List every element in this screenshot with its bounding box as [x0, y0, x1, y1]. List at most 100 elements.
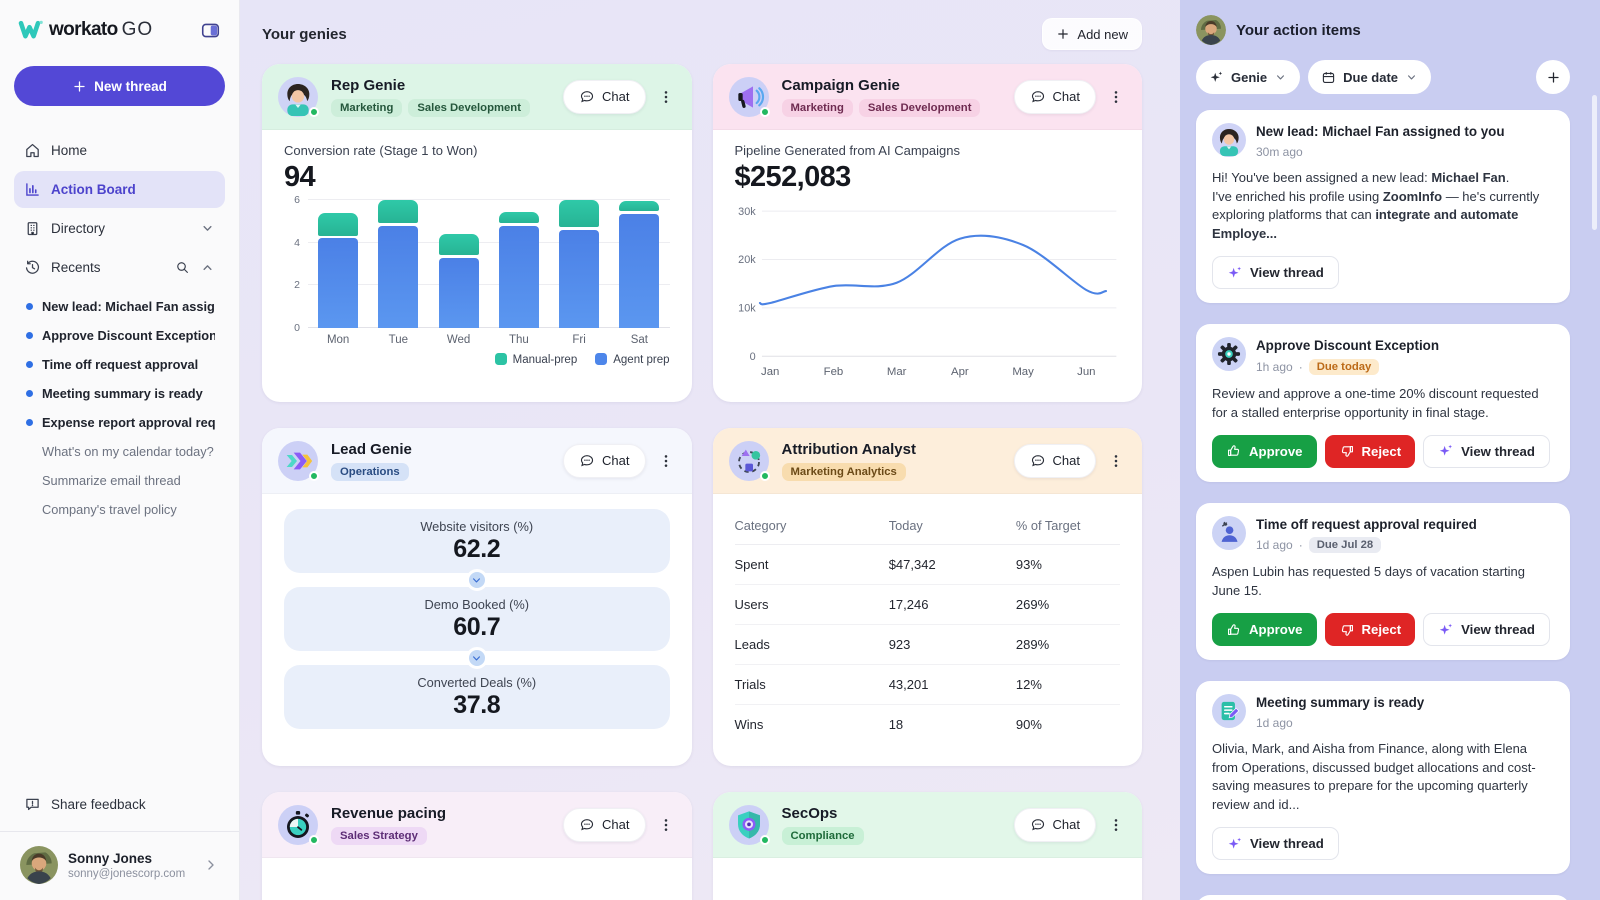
action-item-body: Hi! You've been assigned a new lead: Mic…: [1212, 169, 1540, 242]
add-new-button[interactable]: Add new: [1042, 18, 1142, 50]
more-menu-icon[interactable]: [1106, 449, 1126, 473]
more-menu-icon[interactable]: [656, 449, 676, 473]
tag-badge: Marketing Analytics: [781, 462, 906, 481]
gear-avatar: [1212, 337, 1246, 371]
due-badge: Due Jul 28: [1308, 537, 1382, 554]
approve-button[interactable]: Approve: [1212, 434, 1317, 468]
view-thread-button[interactable]: View thread: [1423, 613, 1550, 646]
recent-thread[interactable]: Approve Discount Exception: [14, 321, 225, 350]
pipeline-line-chart: 0 10k 20k 30k Jan Feb Mar Apr May Jun: [735, 200, 1121, 386]
timestamp: 1d ago: [1256, 715, 1293, 730]
recent-thread[interactable]: Summarize email thread: [42, 473, 181, 488]
sidebar-item-directory[interactable]: Directory: [14, 210, 225, 247]
tag-badge: Sales Development: [858, 98, 981, 117]
rep-genie-avatar: [1212, 123, 1246, 157]
sidebar-item-recents[interactable]: Recents: [14, 249, 225, 286]
recent-thread[interactable]: What's on my calendar today?: [42, 444, 214, 459]
recent-thread[interactable]: Time off request approval: [14, 350, 225, 379]
more-menu-icon[interactable]: [1106, 813, 1126, 837]
pipeline-line-series: [758, 234, 1107, 306]
svg-text:Apr: Apr: [951, 366, 969, 378]
svg-text:30k: 30k: [738, 206, 756, 218]
unread-dot: [26, 390, 33, 397]
online-status-dot: [759, 106, 770, 117]
funnel-expand-icon[interactable]: [465, 569, 488, 591]
calendar-icon: [1321, 70, 1336, 85]
lead-genie-avatar: [278, 441, 319, 481]
plus-icon: [1056, 27, 1070, 41]
genie-card-rep-genie: Rep Genie Marketing Sales Development Ch…: [262, 64, 692, 402]
action-item-expense-report: Expense report approval required 2d ago·…: [1196, 895, 1570, 900]
svg-text:May: May: [1012, 366, 1034, 378]
more-menu-icon[interactable]: [1106, 85, 1126, 109]
reject-button[interactable]: Reject: [1324, 613, 1416, 646]
chat-button[interactable]: Chat: [1013, 443, 1096, 478]
svg-text:10k: 10k: [738, 302, 756, 314]
genie-card-revenue-pacing: Revenue pacing Sales Strategy Chat: [262, 792, 692, 900]
funnel-stage: Converted Deals (%) 37.8: [284, 665, 670, 729]
timestamp: 30m ago: [1256, 144, 1303, 159]
new-thread-label: New thread: [94, 78, 167, 94]
user-profile[interactable]: Sonny Jones sonny@jonescorp.com: [14, 832, 225, 886]
chat-button[interactable]: Chat: [563, 443, 646, 478]
chat-icon: [579, 89, 595, 105]
attribution-table: Category Today % of Target Spent $47,342 9…: [734, 509, 1120, 744]
view-thread-button[interactable]: View thread: [1212, 827, 1339, 861]
unread-dot: [26, 419, 33, 426]
chat-icon: [1030, 453, 1046, 469]
reject-button[interactable]: Reject: [1324, 434, 1416, 468]
genie-name: Lead Genie: [331, 440, 412, 458]
campaign-genie-avatar: [729, 77, 770, 117]
sidebar-item-action-board[interactable]: Action Board: [14, 171, 225, 208]
more-menu-icon[interactable]: [656, 813, 676, 837]
tag-badge: Marketing: [781, 98, 853, 117]
panel-title: Your action items: [1236, 21, 1361, 39]
due-date-filter-dropdown[interactable]: Due date: [1308, 60, 1432, 94]
scrollbar[interactable]: [1592, 95, 1597, 230]
more-menu-icon[interactable]: [656, 85, 676, 109]
search-icon[interactable]: [175, 260, 190, 275]
funnel-expand-icon[interactable]: [465, 647, 488, 669]
recent-thread[interactable]: Expense report approval required: [14, 408, 225, 437]
online-status-dot: [309, 834, 319, 845]
chat-button[interactable]: Chat: [1013, 807, 1096, 842]
add-action-item-button[interactable]: [1536, 60, 1570, 94]
app-header: workato GO: [14, 18, 225, 42]
share-feedback-button[interactable]: Share feedback: [14, 788, 225, 821]
plus-icon: [72, 79, 87, 94]
thumbs-down-icon: [1339, 443, 1355, 459]
recent-thread[interactable]: New lead: Michael Fan assigned: [14, 292, 225, 321]
metric-label: Conversion rate (Stage 1 to Won): [284, 143, 478, 158]
genie-name: Attribution Analyst: [781, 440, 916, 458]
chat-button[interactable]: Chat: [563, 79, 646, 114]
recent-thread[interactable]: Company's travel policy: [42, 502, 177, 517]
revenue-pacing-avatar: [278, 805, 319, 845]
sidebar-item-home[interactable]: Home: [14, 132, 225, 169]
view-thread-button[interactable]: View thread: [1423, 434, 1550, 468]
stacked-bar-thu: [498, 211, 539, 328]
new-thread-button[interactable]: New thread: [14, 66, 225, 106]
divider: [0, 831, 239, 832]
chevron-down-icon: [1405, 71, 1418, 84]
sparkle-icon: [1227, 836, 1243, 852]
action-item-meeting-summary: Meeting summary is ready 1d ago Olivia, …: [1196, 681, 1570, 875]
online-status-dot: [759, 834, 770, 845]
funnel-stage: Demo Booked (%) 60.7: [284, 587, 670, 651]
funnel-stage: Website visitors (%) 62.2: [284, 509, 670, 573]
sidebar-collapse-icon[interactable]: [200, 20, 221, 41]
genies-board: Your genies Add new Rep Genie Marketing …: [240, 0, 1180, 900]
recent-thread[interactable]: Meeting summary is ready: [14, 379, 225, 408]
tag-badge: Marketing: [331, 98, 403, 117]
genie-filter-dropdown[interactable]: Genie: [1196, 60, 1301, 94]
approve-button[interactable]: Approve: [1212, 613, 1317, 646]
view-thread-button[interactable]: View thread: [1212, 256, 1339, 290]
svg-text:Mar: Mar: [886, 366, 906, 378]
chat-button[interactable]: Chat: [563, 807, 646, 842]
secops-avatar: [729, 805, 770, 845]
chat-icon: [1030, 817, 1046, 833]
action-item-time-off: Time off request approval required 1d ag…: [1196, 502, 1570, 660]
chevron-up-icon[interactable]: [200, 260, 215, 275]
tag-badge: Sales Strategy: [331, 826, 427, 845]
sidebar: workato GO New thread Home Action Board …: [0, 0, 240, 900]
chat-button[interactable]: Chat: [1013, 79, 1096, 114]
